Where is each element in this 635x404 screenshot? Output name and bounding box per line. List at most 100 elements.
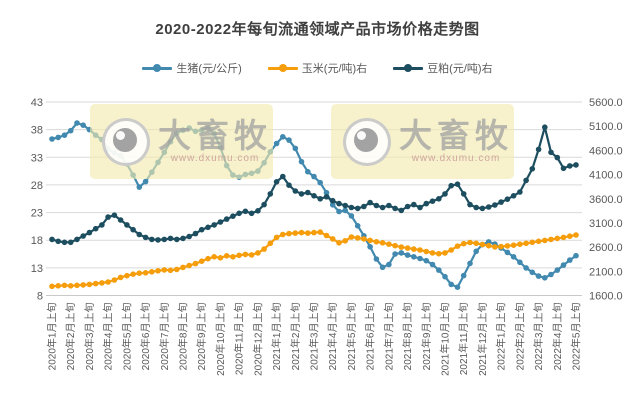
data-point [223, 253, 230, 259]
data-point [248, 252, 255, 258]
data-point [223, 162, 230, 169]
data-point [560, 165, 567, 172]
data-point [149, 169, 155, 175]
data-point [155, 237, 161, 243]
data-point [542, 124, 548, 130]
data-point [460, 272, 467, 279]
data-point [117, 217, 124, 223]
data-point [155, 268, 161, 274]
data-point [273, 140, 280, 147]
data-point [136, 184, 143, 190]
data-point [255, 208, 261, 214]
data-point [80, 233, 86, 239]
right-axis-tick: 3600.0 [589, 194, 623, 206]
data-point [267, 149, 274, 155]
pig-line-marker-icon [142, 64, 173, 72]
data-point [67, 283, 74, 289]
data-point [379, 264, 386, 271]
data-point [361, 203, 367, 210]
data-point [467, 260, 473, 267]
data-point [523, 240, 529, 247]
data-point [504, 243, 511, 249]
data-point [317, 179, 324, 186]
data-point [492, 202, 498, 208]
data-point [411, 246, 417, 252]
data-point [448, 247, 455, 253]
data-point [111, 150, 118, 156]
data-point [211, 253, 217, 260]
x-axis-label: 2020年2月上旬 [64, 303, 77, 371]
data-point [99, 136, 105, 143]
data-point [280, 231, 286, 238]
data-point [417, 204, 423, 211]
data-point [305, 230, 311, 236]
data-point [429, 261, 436, 268]
data-point [554, 154, 561, 161]
data-point [211, 222, 217, 228]
data-point [167, 139, 174, 145]
data-point [61, 282, 68, 289]
data-point [155, 159, 161, 166]
data-point [379, 240, 386, 246]
x-axis-label: 2020年1月上旬 [46, 303, 59, 371]
data-point [523, 265, 529, 271]
x-axis-label: 2020年9月上旬 [195, 303, 208, 371]
data-point [280, 134, 286, 140]
data-point [198, 127, 205, 133]
x-axis-label: 2022年4月上旬 [551, 303, 564, 371]
data-point [99, 222, 105, 228]
data-point [336, 240, 342, 246]
data-point [386, 261, 392, 268]
data-point [298, 191, 305, 197]
data-point [436, 250, 442, 257]
chart-legend: 生猪(元/公斤) 玉米(元/吨)右 豆粕(元/吨)右 [0, 60, 635, 76]
data-point [311, 229, 317, 236]
data-point [267, 191, 274, 197]
x-axis-label: 2020年4月上旬 [102, 303, 115, 371]
data-point [174, 266, 180, 273]
corn-line-marker-icon [267, 64, 298, 72]
data-point [348, 213, 355, 219]
x-axis-label: 2020年12月上旬 [251, 303, 264, 376]
data-point [198, 226, 205, 233]
data-point [535, 273, 542, 279]
data-point [248, 210, 255, 217]
data-point [411, 201, 417, 208]
data-point [329, 197, 336, 204]
data-point [205, 224, 211, 231]
data-point [329, 202, 336, 208]
data-point [560, 262, 567, 268]
data-point [130, 172, 136, 178]
data-point [323, 232, 330, 239]
data-point [86, 229, 93, 236]
data-point [567, 163, 573, 169]
legend-item-pig: 生猪(元/公斤) [142, 60, 242, 76]
data-point [517, 241, 523, 247]
data-point [149, 269, 155, 275]
data-point [92, 280, 99, 287]
data-point [542, 275, 548, 281]
data-point [342, 202, 349, 209]
data-point [417, 255, 423, 262]
data-point [386, 241, 392, 247]
data-point [367, 237, 373, 244]
data-point [267, 240, 274, 247]
data-point [273, 179, 280, 185]
right-axis-tick: 2600.0 [589, 242, 623, 254]
data-point [517, 259, 523, 266]
data-point [130, 271, 136, 278]
data-point [124, 222, 130, 228]
x-axis-label: 2022年5月上旬 [570, 303, 583, 371]
data-point [535, 146, 542, 153]
x-axis-label: 2021年4月上旬 [326, 303, 339, 371]
left-axis-tick: 33 [31, 152, 43, 164]
data-point [261, 160, 267, 166]
data-point [467, 239, 473, 246]
x-axis-label: 2021年7月上旬 [382, 303, 395, 371]
data-point [186, 262, 192, 269]
data-point [61, 132, 68, 138]
data-point [117, 274, 124, 281]
data-point [448, 182, 455, 189]
right-axis-tick: 2100.0 [589, 266, 623, 278]
